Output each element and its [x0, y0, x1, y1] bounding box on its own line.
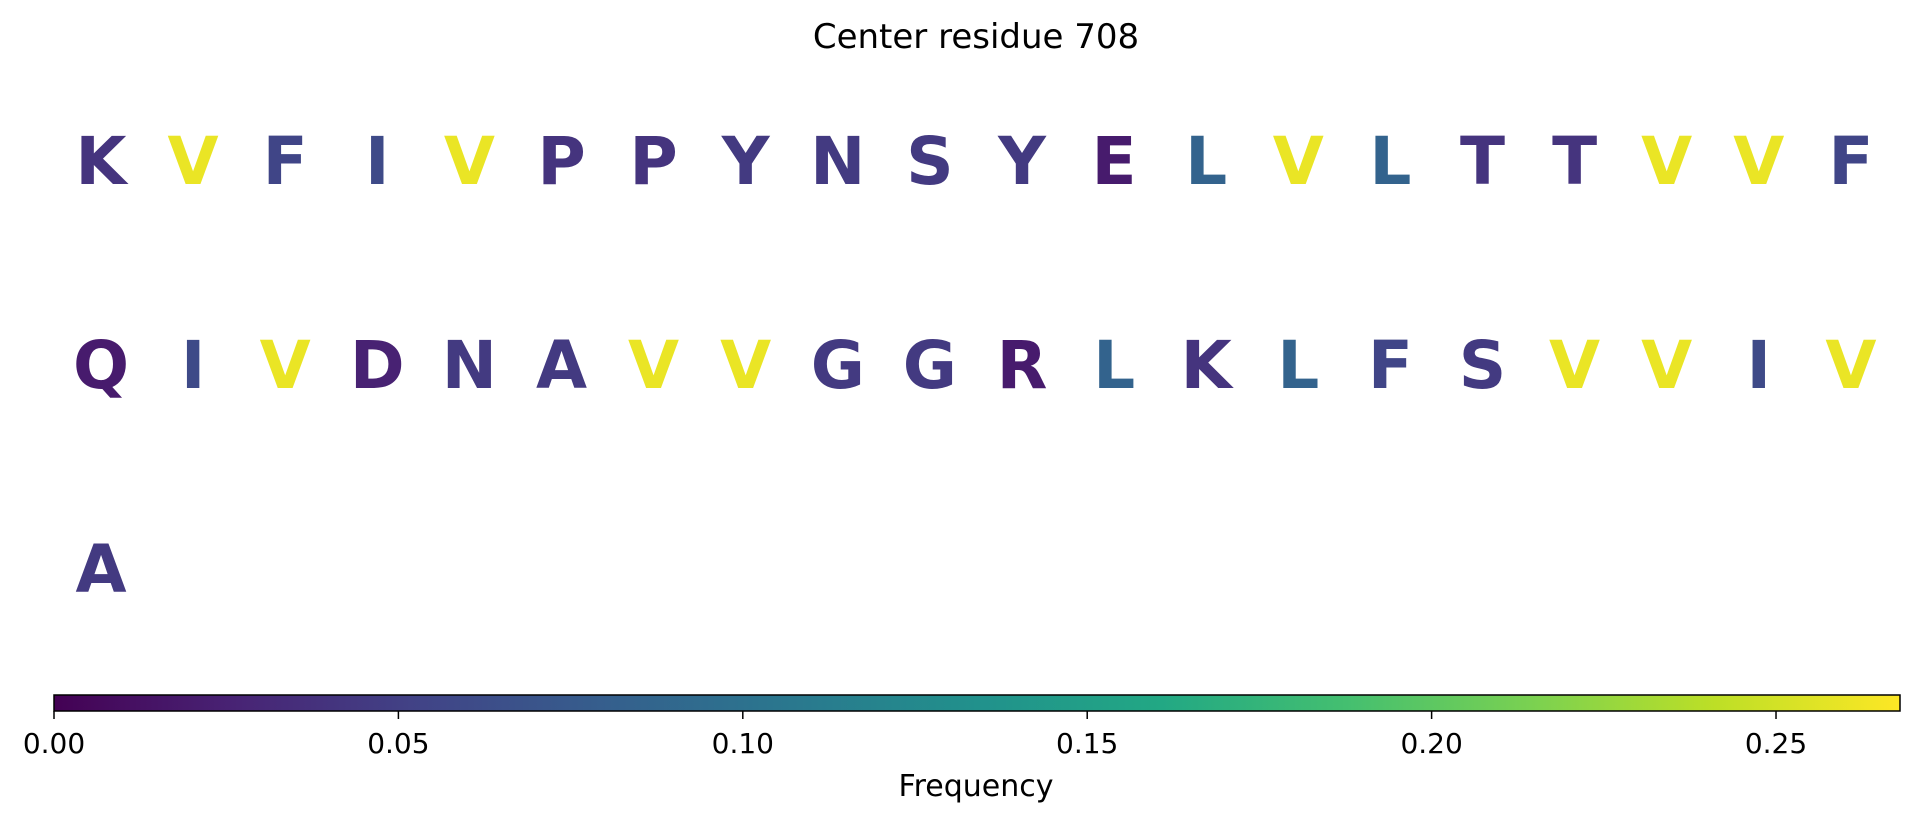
colorbar: 0.00 0.05 0.10 0.15 0.20 0.25 Frequency: [23, 694, 1901, 804]
chart-title: Center residue 708: [813, 17, 1139, 57]
residue-letter: V: [1825, 327, 1876, 404]
residue-letter: P: [537, 123, 585, 200]
colorbar-tick-label: 0.05: [367, 727, 429, 760]
colorbar-ticks: 0.00 0.05 0.10 0.15 0.20 0.25: [23, 711, 1807, 760]
colorbar-tick-label: 0.20: [1400, 727, 1462, 760]
residue-letter: I: [181, 327, 206, 404]
residue-letter: L: [1277, 327, 1319, 404]
residue-letter: F: [1368, 327, 1413, 404]
residue-letter: V: [628, 327, 679, 404]
residue-letter: K: [75, 123, 129, 200]
residue-letter: F: [263, 123, 308, 200]
residue-letter: L: [1093, 327, 1135, 404]
residue-letter: L: [1185, 123, 1227, 200]
residue-letter: R: [997, 327, 1048, 404]
colorbar-tick-label: 0.15: [1056, 727, 1118, 760]
residue-letter: K: [1181, 327, 1235, 404]
colorbar-label: Frequency: [899, 769, 1054, 804]
colorbar-tick-label: 0.00: [23, 727, 85, 760]
residue-letter: V: [1733, 123, 1784, 200]
residue-letter: T: [1460, 123, 1505, 200]
colorbar-tick-label: 0.10: [712, 727, 774, 760]
residue-letter: V: [444, 123, 495, 200]
residue-letter: V: [1273, 123, 1324, 200]
residue-letter: V: [168, 123, 219, 200]
colorbar-gradient: [53, 694, 1901, 712]
residue-letter: V: [1641, 327, 1692, 404]
residue-letter: G: [811, 327, 865, 404]
residue-letter: D: [350, 327, 405, 404]
residue-letter: Q: [73, 327, 129, 404]
residue-letter: N: [442, 327, 497, 404]
residue-letter: Y: [721, 123, 771, 200]
residue-letter: P: [629, 123, 677, 200]
residue-letter: V: [260, 327, 311, 404]
residue-letter: N: [810, 123, 865, 200]
residue-letter: V: [720, 327, 771, 404]
residue-letter: Y: [997, 123, 1047, 200]
residue-letter: S: [906, 123, 954, 200]
residue-letter: E: [1092, 123, 1137, 200]
residue-letter: A: [536, 327, 587, 404]
residue-letters: K V F I V P P Y N S Y E L V L T T V V FQ I V D N A V V G G R L K L F S V V I V…: [73, 123, 1877, 608]
residue-letter: V: [1641, 123, 1692, 200]
residue-letter: S: [1459, 327, 1507, 404]
residue-letter: A: [75, 531, 126, 608]
residue-letter: F: [1828, 123, 1873, 200]
residue-letter: I: [365, 123, 390, 200]
residue-letter: V: [1549, 327, 1600, 404]
residue-letter: G: [903, 327, 957, 404]
colorbar-tick-label: 0.25: [1745, 727, 1807, 760]
residue-letter: I: [1747, 327, 1772, 404]
residue-letter: T: [1552, 123, 1597, 200]
residue-letter: L: [1369, 123, 1411, 200]
